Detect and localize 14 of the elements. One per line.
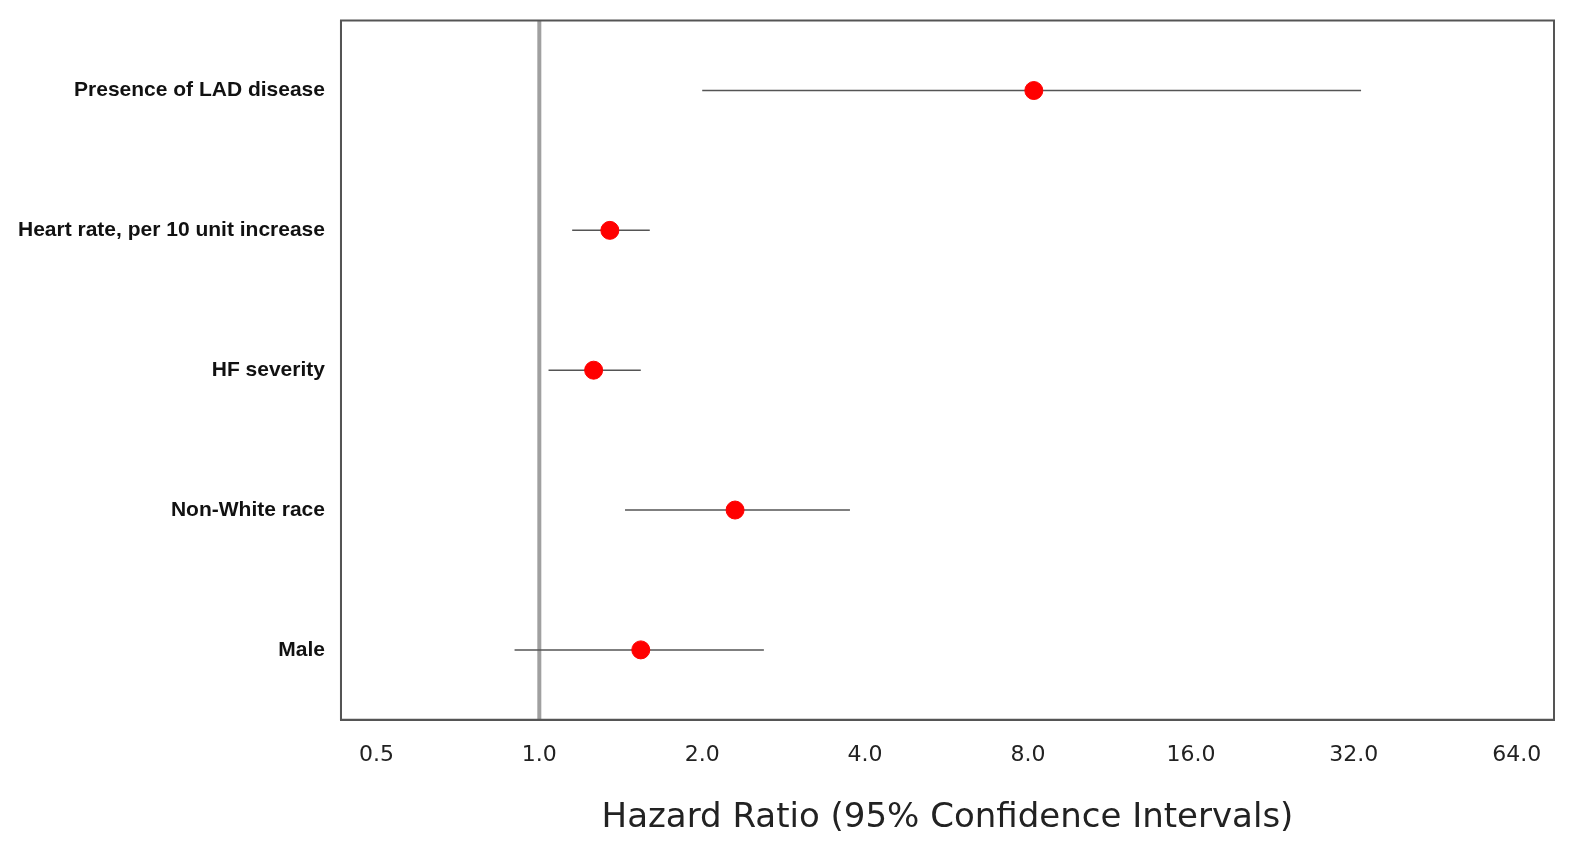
y-tick-label: Presence of LAD disease bbox=[74, 77, 325, 101]
x-tick-label: 64.0 bbox=[1492, 740, 1542, 766]
x-tick-label: 1.0 bbox=[521, 740, 557, 766]
y-tick-label: HF severity bbox=[211, 357, 326, 380]
y-tick-label: Male bbox=[278, 636, 325, 660]
x-axis-title: Hazard Ratio (95% Confidence Intervals) bbox=[601, 795, 1294, 836]
y-tick-label: Heart rate, per 10 unit increase bbox=[17, 217, 325, 241]
x-tick-label: 32.0 bbox=[1329, 740, 1379, 766]
x-tick-label: 2.0 bbox=[684, 740, 720, 766]
x-tick-label: 8.0 bbox=[1010, 740, 1046, 766]
x-tick-label: 16.0 bbox=[1166, 740, 1216, 766]
x-tick-label: 4.0 bbox=[847, 740, 883, 766]
x-tick-label: 0.5 bbox=[358, 740, 394, 766]
y-tick-label: Non-White race bbox=[170, 496, 325, 520]
